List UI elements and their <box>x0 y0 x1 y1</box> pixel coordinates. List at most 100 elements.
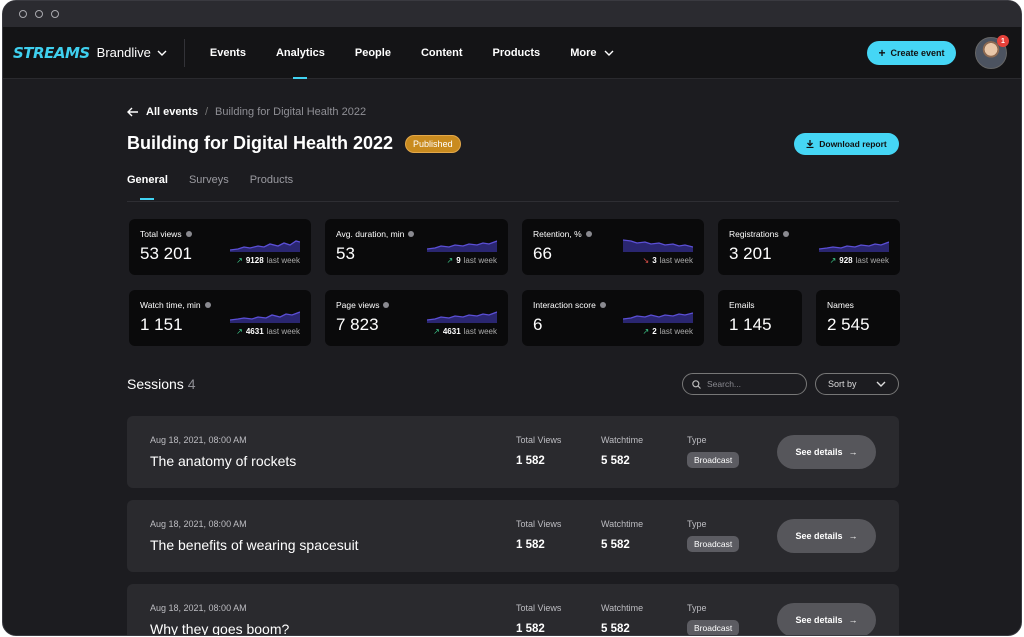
arrow-right-icon: → <box>848 615 858 625</box>
stat-delta: ↗ 4631 last week <box>433 327 497 336</box>
stat-value: 53 201 <box>140 244 192 263</box>
stat-card-names: Names 2 545 <box>816 290 900 346</box>
create-event-label: Create event <box>890 48 945 58</box>
stat-label: Registrations <box>729 229 789 239</box>
stat-delta: ↗ 928 last week <box>829 256 889 265</box>
nav-analytics[interactable]: Analytics <box>261 27 340 79</box>
type-label: Type <box>687 603 707 613</box>
stat-delta: ↗ 9 last week <box>446 256 497 265</box>
stat-label: Avg. duration, min <box>336 229 415 239</box>
info-icon[interactable] <box>585 231 592 237</box>
chevron-down-icon <box>157 50 167 56</box>
tab-surveys[interactable]: Surveys <box>188 174 229 186</box>
top-navigation: STREAMS Brandlive Events Analytics Peopl… <box>3 27 1021 79</box>
sparkline-chart <box>819 241 889 252</box>
total-views-value: 1 582 <box>516 623 545 635</box>
brand-label: Brandlive <box>96 45 151 60</box>
download-report-label: Download report <box>819 139 887 149</box>
stat-value: 1 151 <box>140 315 183 334</box>
breadcrumb-current: Building for Digital Health 2022 <box>215 106 367 118</box>
stat-label: Retention, % <box>533 229 592 239</box>
nav-more-label: More <box>570 46 597 59</box>
total-views-label: Total Views <box>516 435 562 445</box>
trend-up-icon: ↗ <box>829 256 837 265</box>
see-details-button[interactable]: See details → <box>777 603 876 635</box>
info-icon[interactable] <box>204 302 211 308</box>
info-icon[interactable] <box>599 302 606 308</box>
nav-people[interactable]: People <box>354 46 391 59</box>
see-details-button[interactable]: See details → <box>777 519 876 553</box>
watchtime-label: Watchtime <box>601 603 644 613</box>
stat-label: Page views <box>336 300 390 310</box>
tab-divider <box>127 201 899 202</box>
chevron-down-icon <box>604 50 614 56</box>
trend-up-icon: ↗ <box>446 256 454 265</box>
info-icon[interactable] <box>408 231 415 237</box>
see-details-label: See details <box>795 531 843 541</box>
arrow-right-icon: → <box>848 531 858 541</box>
stat-card-watch-time: Watch time, min 1 151 ↗ 4631 last week <box>129 290 311 346</box>
stat-label: Total views <box>140 229 192 239</box>
download-report-button[interactable]: Download report <box>794 133 899 155</box>
window-dot[interactable] <box>51 10 59 18</box>
divider <box>183 38 185 67</box>
session-title: The benefits of wearing spacesuit <box>150 537 359 553</box>
window-dot[interactable] <box>19 10 27 18</box>
arrow-left-icon[interactable] <box>127 107 139 117</box>
create-event-button[interactable]: + Create event <box>867 41 956 65</box>
stat-value: 3 201 <box>729 244 772 263</box>
stat-card-registrations: Registrations 3 201 ↗ 928 last week <box>718 219 900 275</box>
see-details-label: See details <box>795 447 843 457</box>
window-dot[interactable] <box>35 10 43 18</box>
plus-icon: + <box>878 46 886 60</box>
stat-card-retention: Retention, % 66 ↘ 3 last week <box>522 219 704 275</box>
watchtime-label: Watchtime <box>601 435 644 445</box>
stat-card-emails: Emails 1 145 <box>718 290 802 346</box>
info-icon[interactable] <box>782 231 789 237</box>
info-icon[interactable] <box>383 302 390 308</box>
breadcrumb-separator: / <box>204 106 209 118</box>
session-title: The anatomy of rockets <box>150 453 297 469</box>
type-badge: Broadcast <box>687 452 740 468</box>
trend-up-icon: ↗ <box>642 327 650 336</box>
nav-products[interactable]: Products <box>492 46 541 59</box>
chevron-down-icon <box>876 381 886 387</box>
nav-more[interactable]: More <box>555 27 629 79</box>
trend-up-icon: ↗ <box>236 256 243 265</box>
tab-products[interactable]: Products <box>249 174 294 186</box>
brand-switcher[interactable]: Brandlive <box>97 45 167 60</box>
total-views-label: Total Views <box>516 603 562 613</box>
tab-general[interactable]: General <box>127 174 168 200</box>
stat-card-page-views: Page views 7 823 ↗ 4631 last week <box>325 290 508 346</box>
arrow-right-icon: → <box>848 447 858 457</box>
type-label: Type <box>687 435 707 445</box>
stat-value: 1 145 <box>729 315 772 334</box>
breadcrumb-all-events[interactable]: All events <box>146 106 198 118</box>
stat-delta: ↗ 9128 last week <box>236 256 300 265</box>
title-bar <box>3 1 1021 27</box>
sort-dropdown[interactable]: Sort by <box>815 373 899 395</box>
info-icon[interactable] <box>185 231 192 237</box>
session-row: Aug 18, 2021, 08:00 AM Why they goes boo… <box>127 584 899 635</box>
see-details-button[interactable]: See details → <box>777 435 876 469</box>
stat-card-interaction-score: Interaction score 6 ↗ 2 last week <box>522 290 704 346</box>
stat-label: Names <box>827 300 854 310</box>
main-nav: Events Analytics People Content Products… <box>195 27 630 79</box>
stat-value: 66 <box>533 244 552 263</box>
nav-content[interactable]: Content <box>420 46 463 59</box>
stat-label: Interaction score <box>533 300 606 310</box>
sort-label: Sort by <box>828 379 857 389</box>
total-views-value: 1 582 <box>516 539 545 551</box>
search-field[interactable] <box>682 373 807 395</box>
nav-events[interactable]: Events <box>209 46 246 59</box>
watchtime-label: Watchtime <box>601 519 644 529</box>
sessions-title: Sessions <box>127 376 184 392</box>
session-date: Aug 18, 2021, 08:00 AM <box>150 519 247 529</box>
search-icon <box>692 379 701 389</box>
streams-logo[interactable]: STREAMS <box>13 43 90 62</box>
search-input[interactable] <box>707 379 797 389</box>
notification-badge: 1 <box>997 35 1009 47</box>
see-details-label: See details <box>795 615 843 625</box>
session-date: Aug 18, 2021, 08:00 AM <box>150 603 247 613</box>
stat-value: 6 <box>533 315 543 334</box>
